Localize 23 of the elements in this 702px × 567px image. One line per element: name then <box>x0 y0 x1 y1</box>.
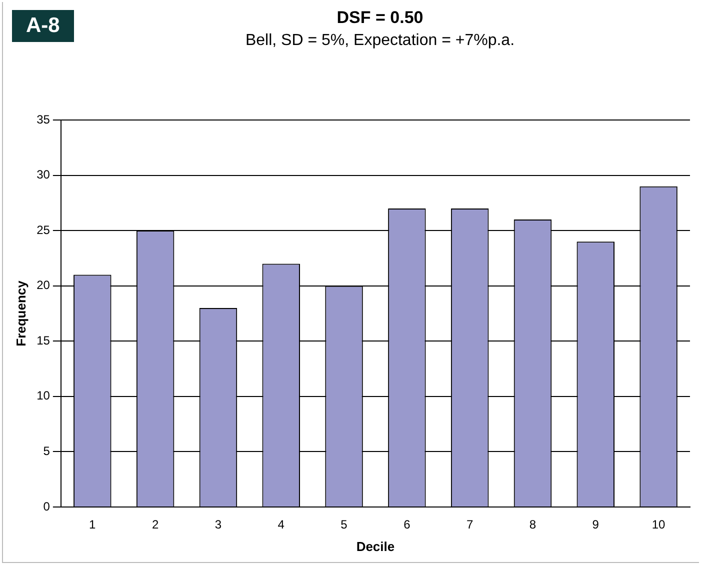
chart-subtitle: Bell, SD = 5%, Expectation = +7%p.a. <box>244 32 516 50</box>
y-tick-label: 25 <box>36 222 50 237</box>
y-tick-label: 5 <box>43 444 50 458</box>
y-tick-label: 10 <box>36 388 50 403</box>
x-tick-label: 9 <box>592 518 600 532</box>
y-tick-label: 15 <box>36 333 50 348</box>
x-tick-label: 10 <box>652 518 666 532</box>
x-axis-title: Decile <box>356 538 395 554</box>
x-tick-label: 1 <box>89 518 96 532</box>
y-tick-label: 30 <box>36 168 50 182</box>
y-tick-label: 35 <box>36 112 50 126</box>
y-tick-label: 0 <box>43 499 50 514</box>
x-tick-label: 4 <box>278 518 285 532</box>
x-tick-label: 8 <box>529 518 536 532</box>
x-tick-label: 3 <box>214 518 222 532</box>
x-tick-label: 7 <box>466 518 474 532</box>
x-tick-label: 2 <box>152 518 159 532</box>
x-tick-label: 5 <box>340 518 348 532</box>
chart-title: DSF = 0.50 <box>336 8 424 28</box>
text: A-8 <box>12 10 74 42</box>
x-tick-label: 6 <box>404 518 411 532</box>
y-tick-label: 20 <box>36 278 50 292</box>
y-axis-title: Frequency <box>13 280 28 346</box>
